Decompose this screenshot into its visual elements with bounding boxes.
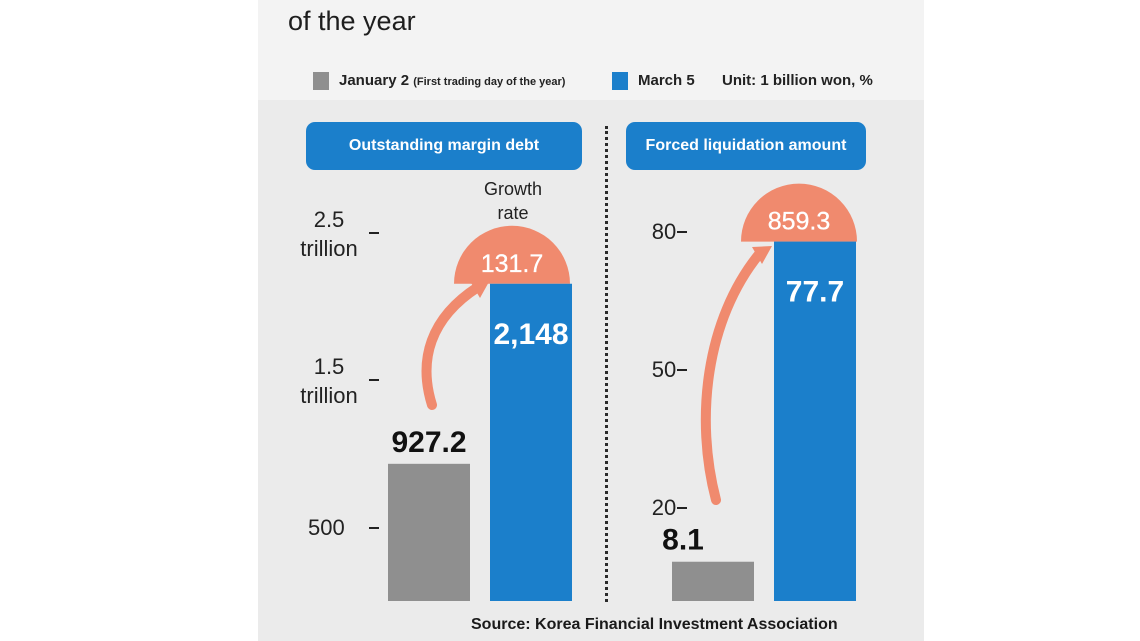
legend-swatch-blue (612, 72, 628, 90)
legend-january-label: January 2 (339, 72, 410, 89)
chart2-bar-march (774, 241, 856, 601)
chart2-growth-arrowhead (752, 246, 772, 264)
chart1-growth-caption: rate (497, 203, 528, 223)
chart1-y-tick-label: 1.5 (314, 354, 345, 379)
legend-march-label: March 5 (638, 72, 695, 89)
title-forced-liquidation-amount: Forced liquidation amount (626, 122, 866, 170)
chart1-growth-arc (454, 225, 570, 284)
chart2-value-label-january: 8.1 (662, 524, 704, 557)
legend-march: March 5 (612, 68, 712, 96)
chart1-value-label-january: 927.2 (391, 426, 466, 459)
chart1-y-tick-label-unit: trillion (300, 236, 357, 261)
chart2-y-tick-label: 80 (652, 219, 676, 244)
header-strip (258, 0, 924, 100)
bar-charts: 500 1.5 trillion 2.5 trillion 131.7 927.2 2,148… (300, 179, 857, 601)
chart1-growth-arrow (421, 282, 483, 410)
chart1-value-label-march: 2,148 (493, 318, 568, 351)
legend-january-note: (First trading day of the year) (413, 76, 566, 88)
legend-swatch-gray (313, 72, 329, 90)
chart2-bar-january (672, 561, 754, 601)
chart1-bar-march (490, 283, 572, 601)
chart2-y-tick-label: 20 (652, 495, 676, 520)
chart2-growth-arc (741, 183, 857, 242)
chart1-bar-january (388, 463, 470, 601)
legend-january: January 2 (First trading day of the year… (313, 68, 603, 96)
header-title: of the year (288, 6, 416, 36)
source-note: Source: Korea Financial Investment Assoc… (471, 616, 838, 633)
chart2-growth-rate-label: 859.3 (768, 208, 831, 236)
chart1-growth-caption: Growth (484, 179, 542, 199)
chart1-y-tick-label: 500 (308, 515, 345, 540)
chart2-value-label-march: 77.7 (786, 276, 844, 309)
chart1-growth-arrowhead (470, 280, 490, 298)
chart-divider (605, 126, 608, 602)
chart1-y-tick-label-unit: trillion (300, 383, 357, 408)
chart1-y-tick-label: 2.5 (314, 207, 345, 232)
title-outstanding-margin-debt: Outstanding margin debt (306, 122, 582, 170)
legend-unit-label: Unit: 1 billion won, % (722, 72, 873, 89)
chart2-growth-arrow (700, 248, 765, 505)
chart1-growth-rate-label: 131.7 (481, 250, 544, 278)
legend-unit: Unit: 1 billion won, % (722, 68, 912, 96)
chart2-y-tick-label: 50 (652, 357, 676, 382)
